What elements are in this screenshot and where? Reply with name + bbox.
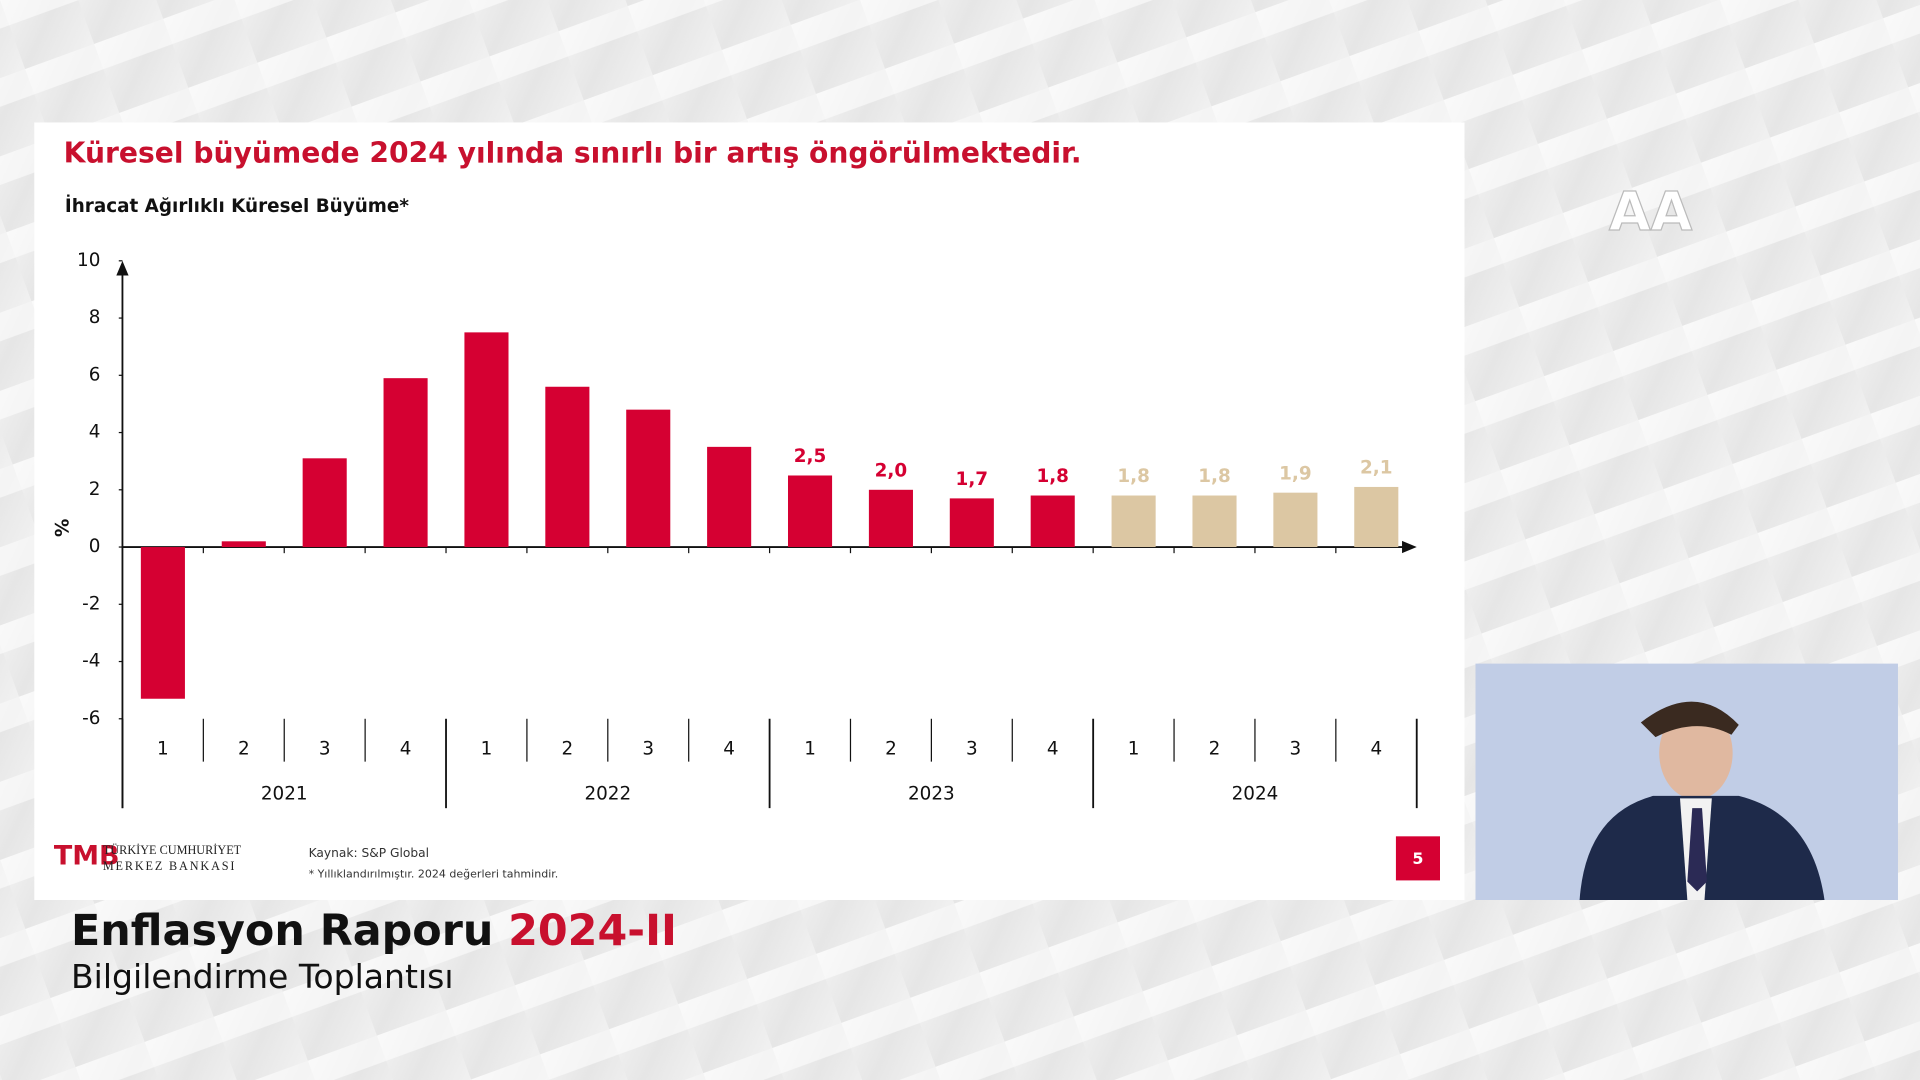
y-tick-label: -4 [82,651,100,672]
banner-title-text: Enflasyon Raporu [71,906,493,956]
value-label: 1,8 [1198,466,1231,487]
bar [1111,495,1156,548]
bar [383,378,428,548]
bar [464,332,509,548]
x-tick-label: 2 [238,738,250,759]
bar [787,475,833,548]
banner-subtitle: Bilgilendirme Toplantısı [71,957,454,996]
bar [302,458,347,548]
x-tick-label: 3 [966,738,978,759]
bar [221,541,266,548]
y-tick-label: 6 [89,364,101,385]
x-tick-label: 2 [1209,738,1221,759]
bank-name: MERKEZ BANKASI [103,859,236,873]
x-tick-label: 2 [885,738,897,759]
note: * Yıllıklandırılmıştır. 2024 değerleri t… [309,867,559,880]
value-label: 2,5 [794,446,827,467]
x-tick-label: 4 [1047,738,1059,759]
bar [626,409,671,548]
y-tick-label: 2 [89,479,101,500]
bar [1354,486,1399,548]
value-label: 1,9 [1279,463,1312,484]
source: Kaynak: S&P Global [309,846,430,860]
video-inset [1475,663,1898,900]
x-tick-label: 3 [1290,738,1302,759]
bar [707,446,752,548]
x-tick-label: 4 [1370,738,1382,759]
x-axis-arrow [1402,540,1417,554]
x-tick-label: 1 [1128,738,1140,759]
bar [140,547,185,699]
chart-title: Küresel büyümede 2024 yılında sınırlı bi… [64,136,1082,169]
y-axis-arrow [116,260,129,276]
x-tick-label: 3 [642,738,654,759]
y-axis-label: % [53,519,74,537]
chart-subtitle: İhracat Ağırlıklı Küresel Büyüme* [65,195,409,217]
x-tick-label: 2 [562,738,574,759]
y-tick-label: -2 [82,593,100,614]
value-label: 2,0 [875,460,908,481]
x-tick-label: 4 [723,738,735,759]
group-label: 2021 [261,784,308,805]
banner-edition: 2024-II [508,906,677,956]
value-label: 2,1 [1360,458,1393,479]
x-tick-label: 1 [481,738,493,759]
value-label: 1,7 [956,469,989,490]
y-tick-label: 0 [89,536,101,557]
bar [1192,495,1237,548]
y-tick-label: 4 [89,422,101,443]
plot: -6 -4 -2 0 2 4 6 8 10 2021 2022 2023 2024 1 2 3 4 1 2 3 4 1 2,… [77,250,1418,809]
value-label: 1,8 [1036,466,1069,487]
group-label: 2024 [1232,784,1279,805]
bar [545,386,590,548]
group-label: 2022 [584,784,631,805]
x-tick-label: 4 [400,738,412,759]
bar [949,498,994,548]
y-tick-label: -6 [82,708,100,729]
x-tick-label: 1 [157,738,169,759]
broadcaster-logo: AA [1609,180,1693,243]
y-tick-label: 10 [77,250,100,271]
x-tick-label: 1 [804,738,816,759]
bar [868,489,913,548]
x-tick-label: 3 [319,738,331,759]
y-tick-label: 8 [89,307,101,328]
page-number: 5 [1412,849,1423,868]
page-badge [1395,836,1440,881]
bank-emblem: TMB [54,841,120,872]
group-label: 2023 [908,784,955,805]
bar [1030,495,1075,548]
banner-title: Enflasyon Raporu 2024-II [71,906,677,956]
bar [1273,492,1318,548]
bank-name: TÜRKİYE CUMHURİYET [103,843,242,857]
value-label: 1,8 [1117,466,1150,487]
